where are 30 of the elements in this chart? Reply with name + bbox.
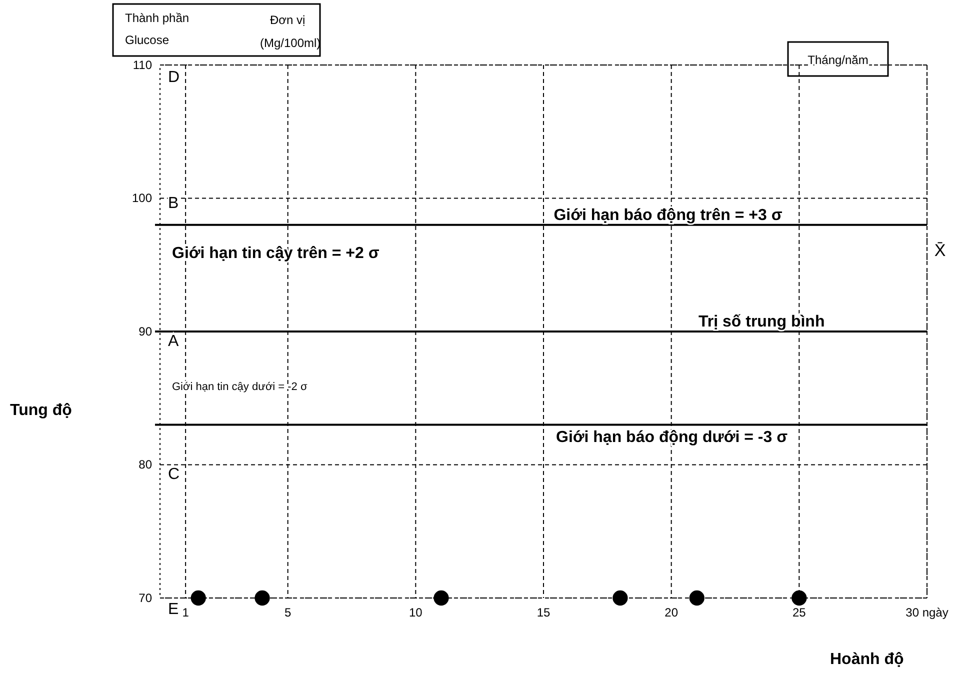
text: X̄ [934, 241, 946, 260]
annotation: C [168, 466, 180, 483]
annotation: Giới hạn tin cậy dưới = -2 σ [172, 381, 308, 393]
ref-line-label: Giới hạn báo động trên = +3 σ [554, 206, 782, 224]
text: (Mg/100ml) [260, 36, 321, 50]
y-tick-label: 80 [138, 458, 152, 472]
x-tick-label: 10 [408, 606, 423, 620]
y-tick-label: 90 [138, 324, 152, 338]
annotation: A [168, 333, 179, 350]
x-tick-label: 30 ngày [906, 606, 948, 620]
annotation: B [168, 195, 179, 212]
text: Thành phần [125, 11, 190, 25]
x-tick-label: 25 [792, 606, 806, 620]
x-axis-title: Hoành độ [830, 651, 904, 668]
x-tick-label: 20 [664, 606, 678, 620]
y-axis-title: Tung độ [10, 402, 72, 419]
y-tick-label: 70 [138, 590, 152, 605]
annotation: Tháng/năm [808, 53, 868, 67]
text: Glucose [125, 33, 170, 47]
annotation: Giới hạn tin cậy trên = +2 σ [172, 245, 380, 262]
x-tick-label: 5 [284, 606, 292, 620]
annotation: Giới hạn báo động dưới = -3 σ [556, 429, 788, 446]
text: E [168, 601, 179, 618]
ref-line-label: Trị số trung bình [698, 314, 825, 330]
x-tick-label: 1 [182, 606, 190, 620]
y-tick-label: 110 [132, 58, 152, 72]
annotation: D [168, 69, 180, 86]
text: Đơn vị [270, 13, 306, 27]
x-tick-label: 15 [536, 606, 550, 620]
y-tick-label: 100 [132, 191, 152, 206]
